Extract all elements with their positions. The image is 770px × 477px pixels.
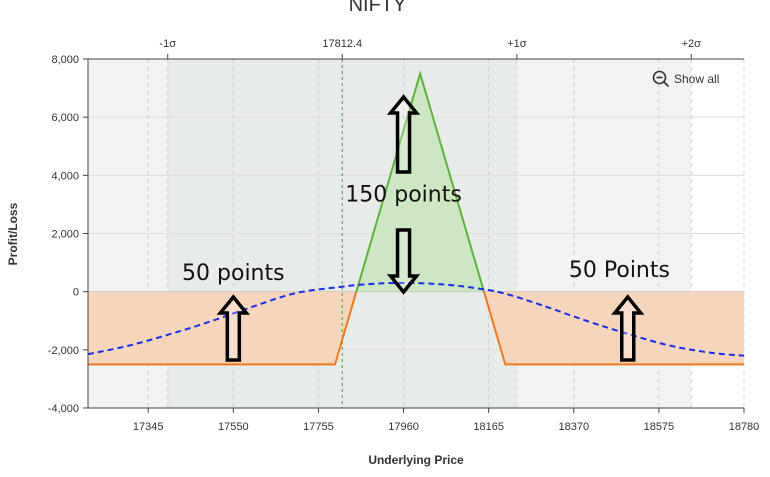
y-tick-label: -4,000 (48, 403, 79, 415)
x-tick-label: 18165 (473, 421, 504, 433)
zoom-out-icon (652, 70, 670, 88)
y-tick-label: 0 (73, 287, 79, 299)
dashed-pnl-curve (87, 281, 745, 357)
x-tick-label: 18575 (644, 421, 675, 433)
annotation-text: 150 points (345, 183, 462, 208)
profit-loss-fills (88, 73, 744, 365)
chart-title: NIFTY (348, 0, 407, 16)
y-tick-label: 8,000 (51, 54, 79, 66)
x-tick-label: 18780 (729, 421, 760, 433)
loss-area-left (88, 291, 357, 365)
up-arrow-icon (611, 294, 645, 362)
y-axis-title: Profit/Loss (6, 202, 20, 265)
y-tick-label: 4,000 (51, 170, 79, 182)
annotations: 150 points 50 points 50 Points (182, 94, 670, 362)
loss-area-right (483, 291, 744, 365)
annotation-text: 50 points (182, 261, 285, 286)
y-tick-label: -2,000 (48, 345, 79, 357)
top-marker-label: +2σ (682, 38, 702, 50)
x-tick-label: 18370 (558, 421, 589, 433)
up-arrow-icon (216, 294, 250, 362)
top-marker-label: +1σ (507, 38, 527, 50)
x-tick-label: 17550 (218, 421, 249, 433)
x-tick-label: 17960 (388, 421, 419, 433)
show-all-label: Show all (674, 72, 720, 86)
payoff-line-profit (355, 69, 485, 292)
profit-area (356, 73, 484, 292)
payoff-line-loss-left (88, 291, 358, 366)
show-all-button[interactable]: Show all (652, 70, 719, 88)
tick-labels: -4,000 -2,000 0 2,000 4,000 6,000 8,000 17345 17… (48, 38, 760, 433)
series-lines (87, 59, 745, 408)
down-arrow-icon (386, 228, 421, 295)
annotation-text: 50 Points (569, 258, 670, 283)
up-arrow-icon (386, 94, 421, 174)
top-marker-label: 17812.4 (322, 38, 362, 50)
y-tick-label: 2,000 (51, 229, 79, 241)
x-tick-label: 17345 (133, 421, 164, 433)
y-tick-label: 6,000 (51, 112, 79, 124)
top-marker-label: -1σ (159, 38, 176, 50)
x-axis-title: Underlying Price (368, 453, 464, 467)
payoff-line-loss-right (483, 291, 744, 366)
x-tick-label: 17755 (303, 421, 334, 433)
